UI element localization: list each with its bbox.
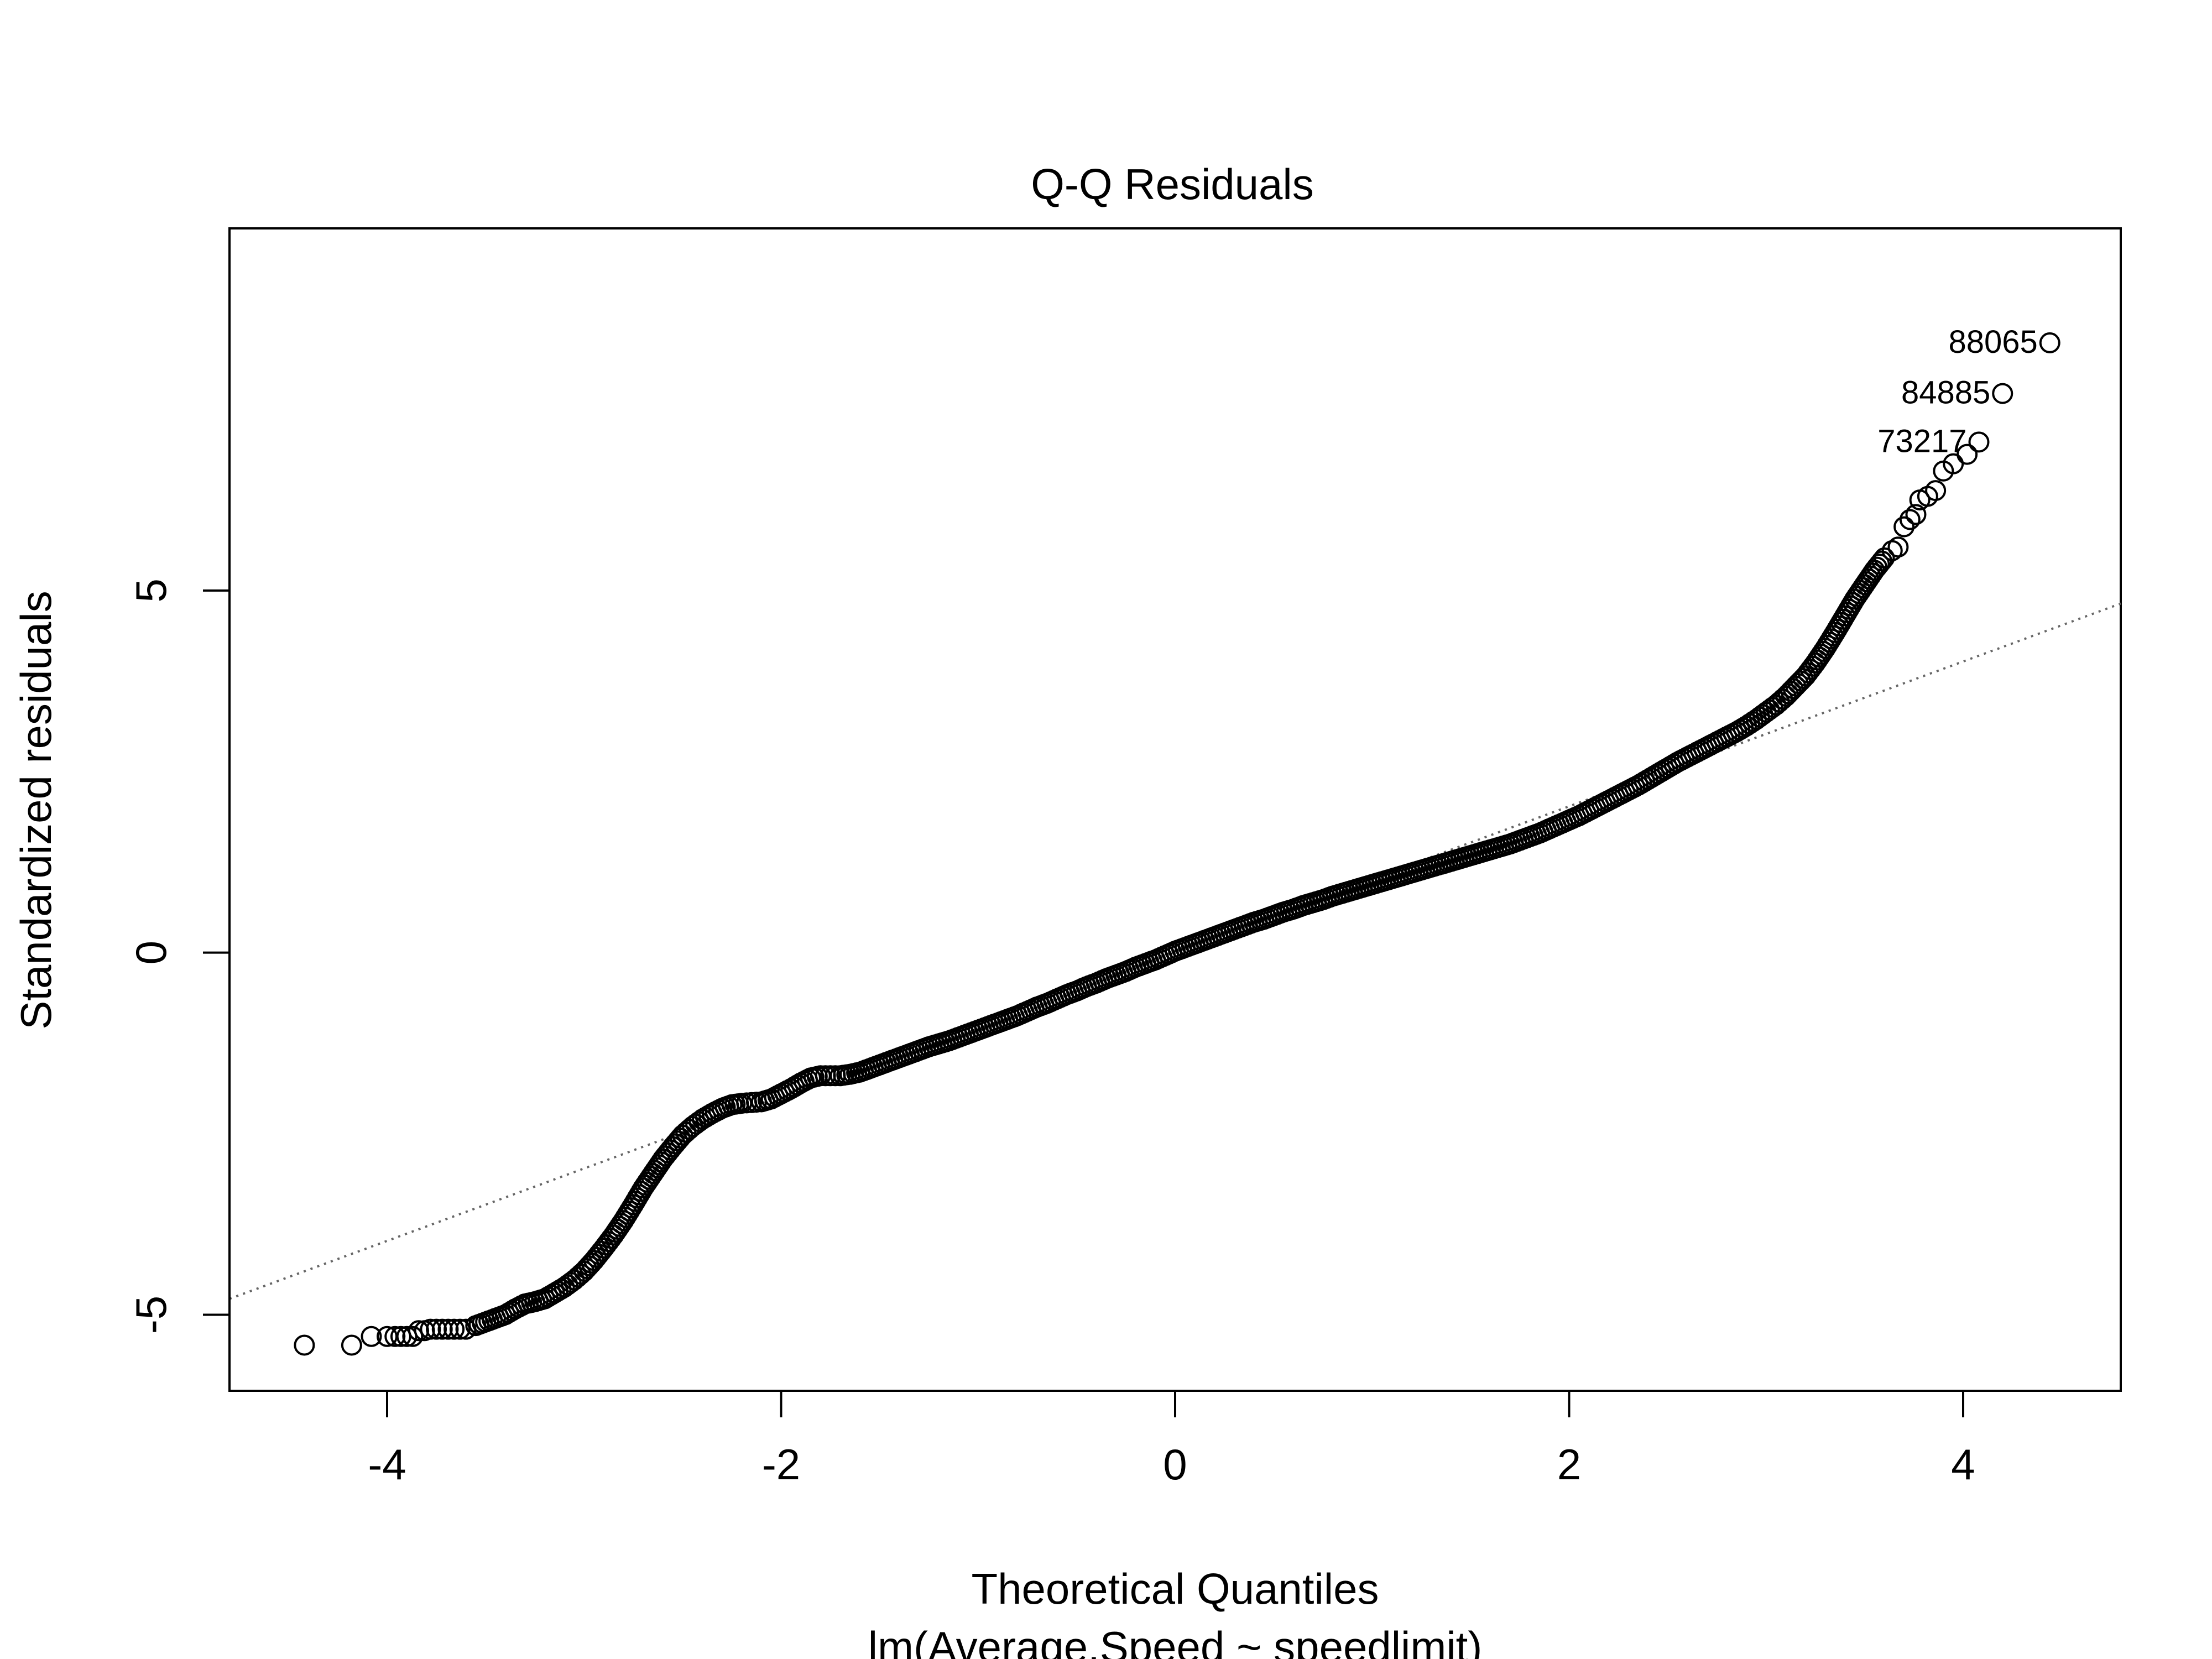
y-tick-label: -5 <box>127 1296 175 1334</box>
data-point <box>1968 431 1990 453</box>
data-point <box>449 1318 471 1340</box>
data-point <box>1887 536 1909 558</box>
outlier-label: 73217 <box>1877 423 1966 459</box>
data-point <box>1992 383 2013 404</box>
data-point <box>1925 480 1947 502</box>
data-points-layer <box>294 332 2060 1356</box>
data-point <box>294 1334 315 1356</box>
x-tick-label: 4 <box>1951 1440 1975 1489</box>
y-tick-label: 0 <box>127 941 175 964</box>
x-axis: -4 -2 0 2 4 <box>368 1390 1975 1489</box>
data-point <box>402 1326 424 1347</box>
chart-title: Q-Q Residuals <box>1031 160 1314 208</box>
data-point <box>361 1326 382 1347</box>
data-point <box>1869 554 1890 575</box>
outlier-label: 88065 <box>1948 324 2037 360</box>
data-point <box>1893 516 1915 538</box>
x-tick-label: -4 <box>368 1440 406 1489</box>
data-point <box>1881 540 1903 561</box>
data-point <box>341 1334 362 1356</box>
point-labels-layer: 88065 84885 73217 <box>1877 324 2038 459</box>
x-tick-label: 2 <box>1557 1440 1581 1489</box>
y-tick-label: 5 <box>127 578 175 602</box>
outlier-label: 84885 <box>1901 375 1990 411</box>
data-point <box>1899 509 1921 530</box>
data-point <box>2039 332 2060 353</box>
model-formula-label: lm(Average.Speed ~ speedlimit) <box>868 1623 1483 1659</box>
y-axis-label: Standardized residuals <box>12 591 60 1029</box>
data-point <box>1905 504 1927 525</box>
y-axis: -5 0 5 <box>127 578 231 1334</box>
data-point <box>1874 547 1895 568</box>
data-point <box>444 1318 465 1340</box>
data-point <box>1957 444 1978 465</box>
x-axis-label: Theoretical Quantiles <box>971 1564 1379 1613</box>
x-tick-label: -2 <box>762 1440 800 1489</box>
x-tick-label: 0 <box>1163 1440 1187 1489</box>
